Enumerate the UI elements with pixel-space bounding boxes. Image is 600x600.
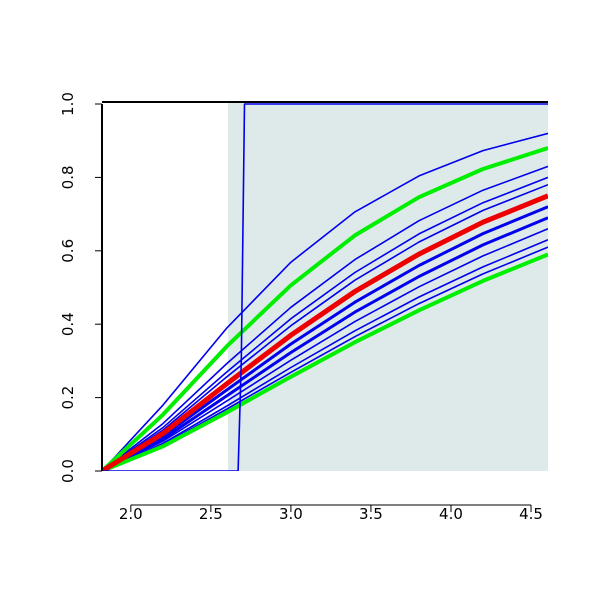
series-line [102, 216, 548, 471]
x-tick-label: 4.0 [439, 505, 463, 523]
shaded-region [227, 101, 548, 471]
series-line [102, 193, 548, 471]
y-tick-label: 1.0 [59, 92, 77, 116]
y-tick-label: 0.2 [59, 386, 77, 410]
y-tick-label: 0.4 [59, 312, 77, 336]
series-line [102, 165, 548, 471]
series-line [102, 146, 548, 471]
series-line [102, 228, 548, 471]
series-line [102, 239, 548, 471]
series-line [102, 183, 548, 471]
x-tick-label: 2.5 [199, 505, 223, 523]
y-tick-label: 0.6 [59, 239, 77, 263]
series-line [102, 103, 548, 471]
series-line [102, 132, 548, 471]
x-tick-label: 2.0 [119, 505, 143, 523]
y-tick-label: 0.8 [59, 165, 77, 189]
series-line [102, 252, 548, 471]
x-tick-label: 3.0 [279, 505, 303, 523]
x-tick-label: 3.5 [359, 505, 383, 523]
y-tick-label: 0.0 [59, 459, 77, 483]
series-line [102, 176, 548, 471]
x-tick-label: 4.5 [519, 505, 543, 523]
